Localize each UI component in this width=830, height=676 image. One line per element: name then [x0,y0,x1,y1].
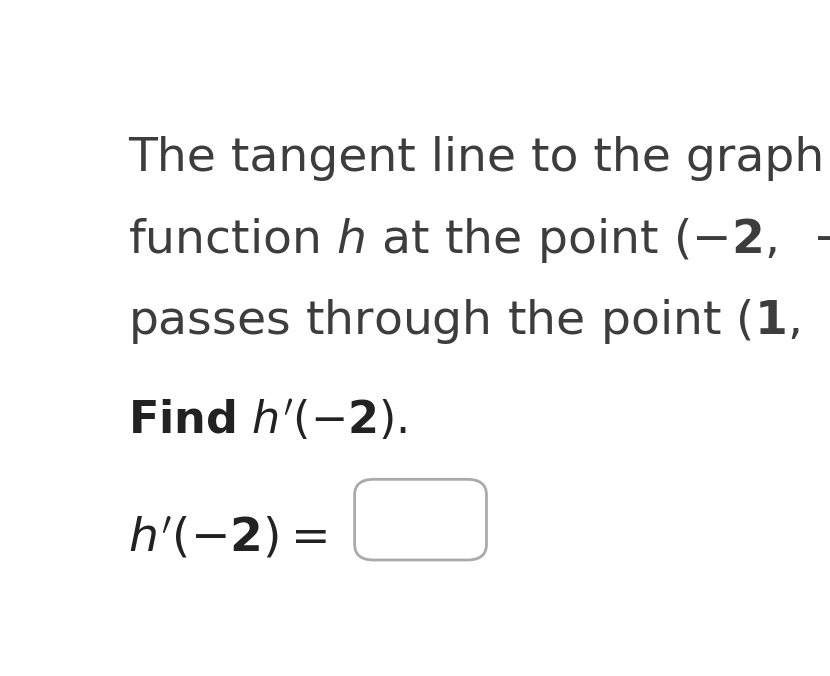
FancyBboxPatch shape [354,479,486,560]
Text: $\mathregular{passes\ through\ the\ point}\ (\mathbf{1},\ \mathbf{5}).$: $\mathregular{passes\ through\ the\ poin… [128,297,830,346]
Text: $\mathbf{Find}\ \mathit{h}'(-\mathbf{2}).$: $\mathbf{Find}\ \mathit{h}'(-\mathbf{2})… [128,399,408,443]
Text: $\mathregular{function}\ \mathit{h}\ \mathregular{at\ the\ point}\ (-\mathbf{2},: $\mathregular{function}\ \mathit{h}\ \ma… [128,216,830,266]
Text: $\mathit{h}'(-\mathbf{2}) =$: $\mathit{h}'(-\mathbf{2}) =$ [128,516,327,562]
Text: The tangent line to the graph of: The tangent line to the graph of [128,136,830,180]
